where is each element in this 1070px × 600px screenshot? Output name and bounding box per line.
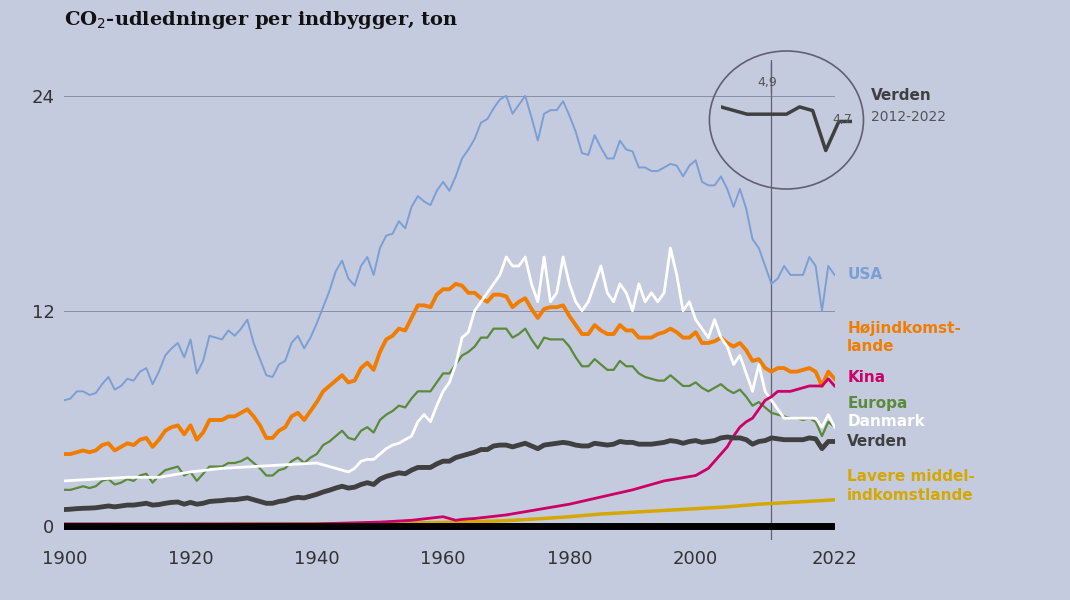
Text: Verden: Verden: [871, 88, 932, 103]
Text: 4,7: 4,7: [832, 113, 853, 127]
Text: Kina: Kina: [847, 370, 885, 385]
Text: 2012-2022: 2012-2022: [871, 110, 946, 124]
Text: Lavere middel-
indkomstlande: Lavere middel- indkomstlande: [847, 469, 975, 503]
Text: 4,9: 4,9: [758, 76, 777, 89]
Text: CO$_2$-udledninger per indbygger, ton: CO$_2$-udledninger per indbygger, ton: [64, 9, 459, 31]
Text: USA: USA: [847, 268, 883, 283]
Text: Højindkomst-
lande: Højindkomst- lande: [847, 321, 961, 355]
Text: Europa: Europa: [847, 397, 907, 412]
Text: Danmark: Danmark: [847, 414, 924, 429]
Text: Verden: Verden: [847, 434, 908, 449]
